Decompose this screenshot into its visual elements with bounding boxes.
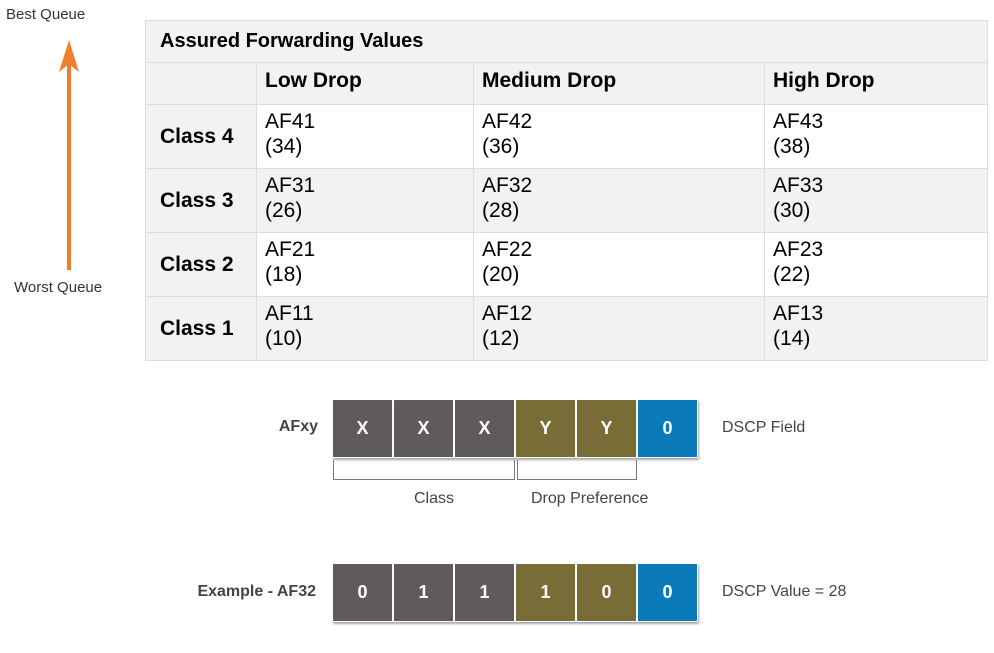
- afxy-bit: X: [393, 399, 454, 458]
- table-cell: AF11 (10): [256, 296, 474, 361]
- column-header-low-drop: Low Drop: [256, 62, 474, 105]
- dscp-decimal: (12): [482, 327, 520, 350]
- example-bit: 1: [393, 563, 454, 622]
- table-cell: AF32 (28): [473, 168, 765, 233]
- af-code: AF32: [482, 174, 533, 197]
- dscp-decimal: (20): [482, 263, 520, 286]
- dscp-decimal: (10): [265, 327, 303, 350]
- dscp-decimal: (34): [265, 135, 303, 158]
- row-header-class-1: Class 1: [145, 296, 257, 361]
- example-bit: 1: [454, 563, 515, 622]
- af-code: AF23: [773, 238, 824, 261]
- dscp-decimal: (36): [482, 135, 520, 158]
- afxy-bit: 0: [637, 399, 698, 458]
- example-label: Example - AF32: [197, 583, 316, 600]
- af-code: AF11: [265, 302, 314, 325]
- af-code: AF42: [482, 110, 533, 133]
- table-row: Class 3 AF31 (26) AF32 (28) AF33 (30): [145, 168, 989, 233]
- row-header-class-2: Class 2: [145, 232, 257, 297]
- dscp-field-label: DSCP Field: [722, 419, 806, 436]
- dscp-decimal: (14): [773, 327, 811, 350]
- table-cell: AF33 (30): [763, 168, 989, 233]
- table-cell: AF22 (20): [473, 232, 765, 297]
- table-row: Class 4 AF41 (34) AF42 (36) AF43 (38): [145, 104, 989, 169]
- row-header-class-3: Class 3: [145, 168, 257, 233]
- afxy-bit: Y: [576, 399, 637, 458]
- afxy-bit-field: X X X Y Y 0: [332, 399, 698, 458]
- af-code: AF43: [773, 110, 824, 133]
- example-bit-field: 0 1 1 1 0 0: [332, 563, 698, 622]
- table-cell: AF43 (38): [763, 104, 989, 169]
- table-cell: AF12 (12): [473, 296, 765, 361]
- dscp-value-label: DSCP Value = 28: [722, 583, 847, 600]
- af-code: AF41: [265, 110, 316, 133]
- af-code: AF22: [482, 238, 533, 261]
- afxy-bit: X: [454, 399, 515, 458]
- table-cell: AF31 (26): [256, 168, 474, 233]
- table-row: Class 2 AF21 (18) AF22 (20) AF23 (22): [145, 232, 989, 297]
- example-bit: 1: [515, 563, 576, 622]
- af-code: AF31: [265, 174, 316, 197]
- afxy-bit: Y: [515, 399, 576, 458]
- afxy-label: AFxy: [278, 418, 318, 435]
- af-code: AF21: [265, 238, 316, 261]
- worst-queue-label: Worst Queue: [14, 279, 103, 296]
- dscp-decimal: (28): [482, 199, 520, 222]
- class-bracket-label: Class: [414, 490, 455, 507]
- queue-priority-arrow-icon: [59, 40, 79, 270]
- table-row: Class 1 AF11 (10) AF12 (12) AF13 (14): [145, 296, 989, 361]
- table-cell: AF13 (14): [763, 296, 989, 361]
- af-code: AF13: [773, 302, 824, 325]
- assured-forwarding-table: Assured Forwarding Values Low Drop Mediu…: [144, 20, 989, 361]
- column-header-high-drop: High Drop: [763, 62, 989, 105]
- drop-preference-label: Drop Preference: [531, 490, 649, 507]
- table-cell: AF21 (18): [256, 232, 474, 297]
- table-title: Assured Forwarding Values: [144, 20, 989, 63]
- af-code: AF33: [773, 174, 824, 197]
- column-header-medium-drop: Medium Drop: [473, 62, 765, 105]
- drop-preference-bracket: [517, 460, 637, 480]
- dscp-decimal: (26): [265, 199, 303, 222]
- dscp-decimal: (30): [773, 199, 811, 222]
- afxy-bit: X: [332, 399, 393, 458]
- table-cell: AF42 (36): [473, 104, 765, 169]
- example-bit: 0: [637, 563, 698, 622]
- example-bit: 0: [332, 563, 393, 622]
- af-code: AF12: [482, 302, 533, 325]
- dscp-decimal: (38): [773, 135, 811, 158]
- table-cell: AF41 (34): [256, 104, 474, 169]
- class-bracket: [333, 460, 515, 480]
- table-cell: AF23 (22): [763, 232, 989, 297]
- dscp-decimal: (22): [773, 263, 811, 286]
- best-queue-label: Best Queue: [6, 6, 86, 23]
- example-bit: 0: [576, 563, 637, 622]
- table-corner-cell: [145, 62, 257, 105]
- dscp-decimal: (18): [265, 263, 303, 286]
- row-header-class-4: Class 4: [145, 104, 257, 169]
